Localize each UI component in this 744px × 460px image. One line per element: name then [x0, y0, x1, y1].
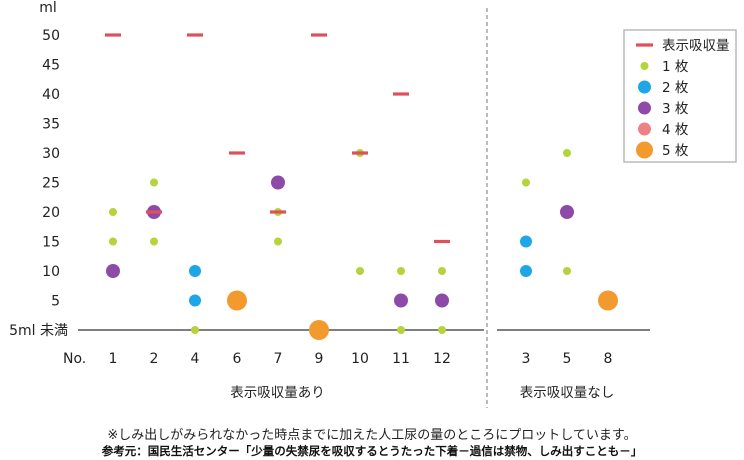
y-tick-label: 45 — [42, 58, 60, 74]
group-labels: 表示吸収量あり 表示吸収量なし — [230, 385, 614, 401]
group-label: 表示吸収量なし — [520, 385, 615, 401]
x-tick-label: 8 — [604, 351, 613, 367]
legend-dot-swatch — [638, 80, 651, 94]
legend-label: 5 枚 — [662, 143, 689, 159]
x-axis-ticks: No. 1 2 4 6 7 9 10 11 12 3 5 8 — [63, 351, 612, 367]
data-point — [394, 293, 408, 308]
data-point — [227, 290, 247, 311]
x-tick-label: 7 — [274, 351, 283, 367]
y-tick-label: 5ml 未満 — [9, 323, 68, 339]
data-point — [435, 293, 449, 308]
data-point — [563, 149, 571, 157]
y-axis-ticks: 5ml 未満 5 10 15 20 25 30 35 40 45 50 — [9, 28, 68, 339]
data-point — [522, 178, 530, 187]
legend-frame — [623, 29, 737, 163]
source-citation: 参考元：国民生活センター「少量の失禁尿を吸収するとうたった下着－過信は禁物、しみ… — [101, 444, 643, 458]
legend-dot-swatch — [640, 62, 649, 70]
data-point — [598, 290, 618, 311]
x-tick-label: 9 — [315, 351, 324, 367]
data-point — [189, 294, 201, 307]
data-point — [150, 237, 158, 246]
legend-label: 2 枚 — [662, 80, 689, 96]
y-tick-label: 35 — [42, 117, 60, 133]
legend-label: 3 枚 — [662, 101, 689, 117]
data-point — [560, 205, 574, 219]
x-tick-label: 6 — [233, 351, 242, 367]
legend: 表示吸収量 1 枚 2 枚 3 枚 4 枚 5 枚 — [623, 29, 737, 163]
data-point — [189, 265, 201, 277]
display-absorption-series — [105, 33, 450, 244]
data-point — [356, 267, 364, 275]
axis-lines — [78, 8, 650, 408]
data-point — [150, 178, 158, 187]
data-point — [438, 267, 446, 275]
x-tick-label: 11 — [392, 351, 410, 367]
y-axis-unit: ml — [39, 0, 57, 16]
x-tick-label: 12 — [433, 351, 451, 367]
y-tick-label: 5 — [51, 294, 60, 310]
x-axis-prefix: No. — [63, 351, 86, 367]
x-tick-label: 3 — [522, 351, 531, 367]
x-tick-label: 2 — [150, 351, 159, 367]
y-tick-label: 30 — [42, 146, 60, 162]
legend-dot-swatch — [638, 101, 651, 115]
group-label: 表示吸収量あり — [230, 385, 325, 401]
data-point — [309, 320, 329, 340]
data-point — [274, 237, 282, 246]
y-tick-label: 40 — [42, 87, 60, 103]
legend-dot-swatch — [636, 141, 653, 159]
legend-label: 4 枚 — [662, 122, 689, 138]
y-tick-label: 10 — [42, 264, 60, 280]
y-tick-label: 20 — [42, 205, 60, 221]
data-point — [520, 265, 532, 277]
y-tick-label: 15 — [42, 235, 60, 251]
footnote: ※しみ出しがみられなかった時点までに加えた人工尿の量のところにプロットしています… — [107, 428, 637, 443]
data-point — [106, 264, 120, 278]
legend-label: 表示吸収量 — [662, 38, 730, 54]
x-tick-label: 4 — [191, 351, 200, 367]
data-point — [520, 235, 532, 248]
x-tick-label: 1 — [109, 351, 118, 367]
data-point — [271, 175, 285, 190]
x-tick-label: 10 — [351, 351, 369, 367]
data-point — [397, 267, 405, 275]
data-point — [191, 326, 199, 334]
x-tick-label: 5 — [563, 351, 572, 367]
legend-dot-swatch — [638, 122, 651, 136]
data-point — [563, 267, 571, 275]
y-tick-label: 50 — [42, 28, 60, 44]
data-point — [438, 326, 446, 334]
data-point — [109, 208, 117, 216]
y-tick-label: 25 — [42, 176, 60, 192]
data-point — [397, 326, 405, 334]
measured-points-series — [106, 149, 618, 340]
data-point — [109, 237, 117, 246]
legend-label: 1 枚 — [662, 59, 689, 75]
